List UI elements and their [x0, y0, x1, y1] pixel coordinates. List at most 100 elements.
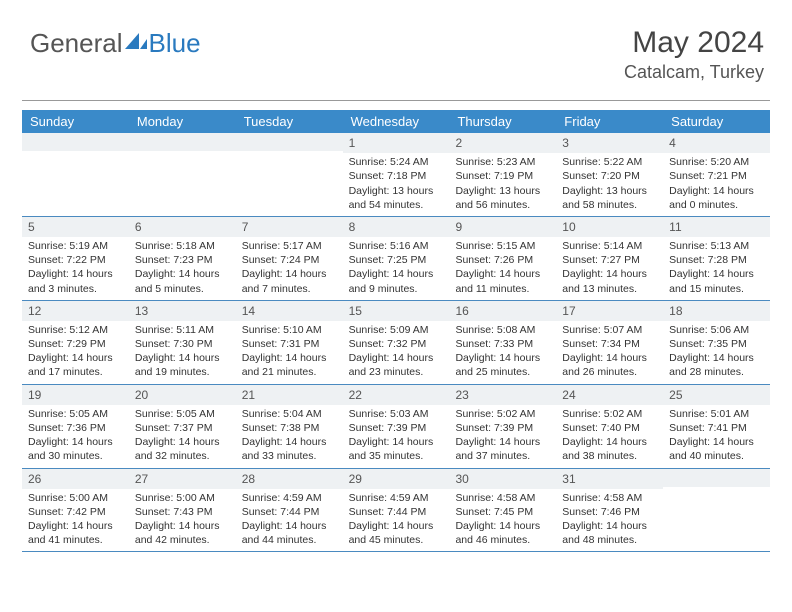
day-body: Sunrise: 4:59 AMSunset: 7:44 PMDaylight:… [343, 491, 450, 552]
sunset-text: Sunset: 7:41 PM [669, 421, 764, 435]
sunrise-text: Sunrise: 5:12 AM [28, 323, 123, 337]
sunrise-text: Sunrise: 4:59 AM [349, 491, 444, 505]
day-cell: 19Sunrise: 5:05 AMSunset: 7:36 PMDayligh… [22, 385, 129, 468]
day-number: 6 [129, 217, 236, 237]
day-body: Sunrise: 5:00 AMSunset: 7:43 PMDaylight:… [129, 491, 236, 552]
day-cell: 28Sunrise: 4:59 AMSunset: 7:44 PMDayligh… [236, 469, 343, 552]
sunset-text: Sunset: 7:22 PM [28, 253, 123, 267]
day-body: Sunrise: 5:15 AMSunset: 7:26 PMDaylight:… [449, 239, 556, 300]
day-number: 26 [22, 469, 129, 489]
day-body: Sunrise: 5:00 AMSunset: 7:42 PMDaylight:… [22, 491, 129, 552]
location: Catalcam, Turkey [624, 62, 764, 83]
day-body: Sunrise: 5:05 AMSunset: 7:37 PMDaylight:… [129, 407, 236, 468]
sunrise-text: Sunrise: 5:23 AM [455, 155, 550, 169]
day-number: 4 [663, 133, 770, 153]
day-number: 30 [449, 469, 556, 489]
sunset-text: Sunset: 7:43 PM [135, 505, 230, 519]
day-cell [236, 133, 343, 216]
day-cell: 2Sunrise: 5:23 AMSunset: 7:19 PMDaylight… [449, 133, 556, 216]
empty-day [129, 133, 236, 151]
daylight-text: Daylight: 14 hours and 9 minutes. [349, 267, 444, 295]
day-cell: 31Sunrise: 4:58 AMSunset: 7:46 PMDayligh… [556, 469, 663, 552]
day-body: Sunrise: 5:08 AMSunset: 7:33 PMDaylight:… [449, 323, 556, 384]
day-body: Sunrise: 5:07 AMSunset: 7:34 PMDaylight:… [556, 323, 663, 384]
day-number: 17 [556, 301, 663, 321]
sunrise-text: Sunrise: 4:58 AM [455, 491, 550, 505]
daylight-text: Daylight: 14 hours and 28 minutes. [669, 351, 764, 379]
sunrise-text: Sunrise: 5:00 AM [135, 491, 230, 505]
sunrise-text: Sunrise: 5:02 AM [562, 407, 657, 421]
daylight-text: Daylight: 14 hours and 23 minutes. [349, 351, 444, 379]
sunrise-text: Sunrise: 5:13 AM [669, 239, 764, 253]
sunset-text: Sunset: 7:38 PM [242, 421, 337, 435]
day-header: Monday [129, 110, 236, 133]
daylight-text: Daylight: 14 hours and 7 minutes. [242, 267, 337, 295]
day-header: Friday [556, 110, 663, 133]
sunrise-text: Sunrise: 5:15 AM [455, 239, 550, 253]
day-cell: 13Sunrise: 5:11 AMSunset: 7:30 PMDayligh… [129, 301, 236, 384]
day-cell [22, 133, 129, 216]
day-cell: 12Sunrise: 5:12 AMSunset: 7:29 PMDayligh… [22, 301, 129, 384]
day-number: 14 [236, 301, 343, 321]
logo-text-1: General [30, 28, 123, 59]
day-body: Sunrise: 5:14 AMSunset: 7:27 PMDaylight:… [556, 239, 663, 300]
sunset-text: Sunset: 7:20 PM [562, 169, 657, 183]
sunrise-text: Sunrise: 5:05 AM [135, 407, 230, 421]
sunrise-text: Sunrise: 5:11 AM [135, 323, 230, 337]
sunrise-text: Sunrise: 5:20 AM [669, 155, 764, 169]
day-body: Sunrise: 5:06 AMSunset: 7:35 PMDaylight:… [663, 323, 770, 384]
sunset-text: Sunset: 7:25 PM [349, 253, 444, 267]
day-body: Sunrise: 5:12 AMSunset: 7:29 PMDaylight:… [22, 323, 129, 384]
day-header: Sunday [22, 110, 129, 133]
sunset-text: Sunset: 7:40 PM [562, 421, 657, 435]
day-number: 9 [449, 217, 556, 237]
sunset-text: Sunset: 7:21 PM [669, 169, 764, 183]
day-cell: 27Sunrise: 5:00 AMSunset: 7:43 PMDayligh… [129, 469, 236, 552]
day-cell: 4 Sunrise: 5:20 AMSunset: 7:21 PMDaylight… [663, 133, 770, 216]
daylight-text: Daylight: 14 hours and 33 minutes. [242, 435, 337, 463]
day-body: Sunrise: 5:04 AMSunset: 7:38 PMDaylight:… [236, 407, 343, 468]
day-body: Sunrise: 5:22 AMSunset: 7:20 PMDaylight:… [556, 155, 663, 216]
day-number: 25 [663, 385, 770, 405]
day-number: 7 [236, 217, 343, 237]
sunset-text: Sunset: 7:46 PM [562, 505, 657, 519]
day-header: Tuesday [236, 110, 343, 133]
day-body: Sunrise: 4:59 AMSunset: 7:44 PMDaylight:… [236, 491, 343, 552]
day-body: Sunrise: 5:18 AMSunset: 7:23 PMDaylight:… [129, 239, 236, 300]
day-header-row: SundayMondayTuesdayWednesdayThursdayFrid… [22, 110, 770, 133]
week-row: 19Sunrise: 5:05 AMSunset: 7:36 PMDayligh… [22, 385, 770, 469]
day-body: Sunrise: 5:16 AMSunset: 7:25 PMDaylight:… [343, 239, 450, 300]
day-cell: 9Sunrise: 5:15 AMSunset: 7:26 PMDaylight… [449, 217, 556, 300]
daylight-text: Daylight: 14 hours and 0 minutes. [669, 184, 764, 212]
sunrise-text: Sunrise: 5:17 AM [242, 239, 337, 253]
day-body: Sunrise: 5:03 AMSunset: 7:39 PMDaylight:… [343, 407, 450, 468]
day-cell: 20Sunrise: 5:05 AMSunset: 7:37 PMDayligh… [129, 385, 236, 468]
daylight-text: Daylight: 14 hours and 48 minutes. [562, 519, 657, 547]
day-number: 16 [449, 301, 556, 321]
day-body: Sunrise: 5:13 AMSunset: 7:28 PMDaylight:… [663, 239, 770, 300]
week-row: 26Sunrise: 5:00 AMSunset: 7:42 PMDayligh… [22, 469, 770, 553]
day-cell: 7 Sunrise: 5:17 AMSunset: 7:24 PMDaylight… [236, 217, 343, 300]
day-number: 28 [236, 469, 343, 489]
sunrise-text: Sunrise: 5:00 AM [28, 491, 123, 505]
day-cell: 18Sunrise: 5:06 AMSunset: 7:35 PMDayligh… [663, 301, 770, 384]
day-number: 31 [556, 469, 663, 489]
sunset-text: Sunset: 7:24 PM [242, 253, 337, 267]
day-number: 19 [22, 385, 129, 405]
sunrise-text: Sunrise: 5:05 AM [28, 407, 123, 421]
day-cell: 1Sunrise: 5:24 AMSunset: 7:18 PMDaylight… [343, 133, 450, 216]
sunrise-text: Sunrise: 5:04 AM [242, 407, 337, 421]
daylight-text: Daylight: 14 hours and 26 minutes. [562, 351, 657, 379]
sunrise-text: Sunrise: 5:24 AM [349, 155, 444, 169]
day-body: Sunrise: 5:24 AMSunset: 7:18 PMDaylight:… [343, 155, 450, 216]
sunset-text: Sunset: 7:30 PM [135, 337, 230, 351]
daylight-text: Daylight: 14 hours and 32 minutes. [135, 435, 230, 463]
day-cell: 29Sunrise: 4:59 AMSunset: 7:44 PMDayligh… [343, 469, 450, 552]
week-row: 5Sunrise: 5:19 AMSunset: 7:22 PMDaylight… [22, 217, 770, 301]
sunset-text: Sunset: 7:44 PM [349, 505, 444, 519]
day-number: 11 [663, 217, 770, 237]
calendar: SundayMondayTuesdayWednesdayThursdayFrid… [22, 110, 770, 552]
sunset-text: Sunset: 7:28 PM [669, 253, 764, 267]
sunset-text: Sunset: 7:23 PM [135, 253, 230, 267]
day-cell: 24Sunrise: 5:02 AMSunset: 7:40 PMDayligh… [556, 385, 663, 468]
